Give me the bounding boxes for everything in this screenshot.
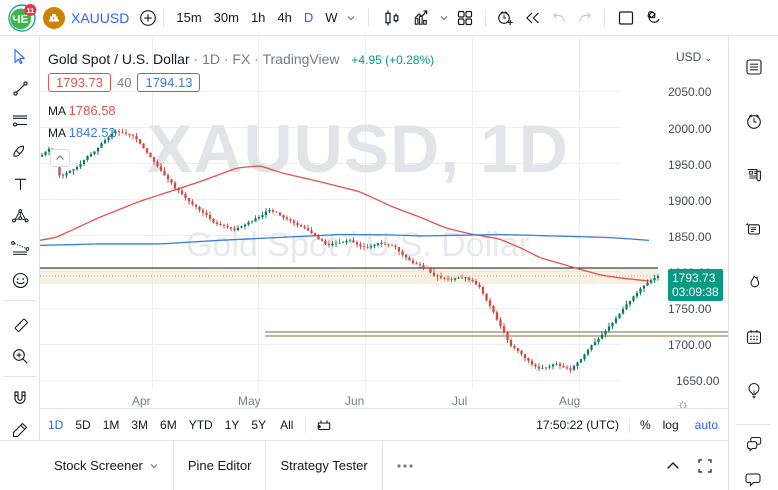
svg-text:ЧЕ: ЧЕ bbox=[12, 13, 29, 26]
svg-text:11: 11 bbox=[26, 5, 34, 14]
